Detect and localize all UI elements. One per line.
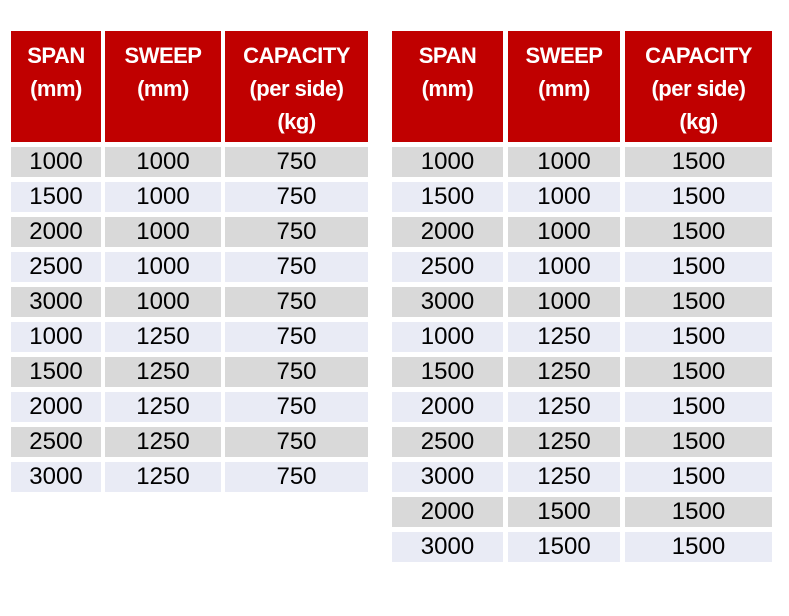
header-cell-sweep: SWEEP (mm) [508,31,620,142]
table-cell: 1500 [625,392,772,422]
header-line: (mm) [30,76,82,101]
header-line: (mm) [421,76,474,101]
table-cell: 1500 [625,217,772,247]
table-cell: 750 [225,427,368,457]
table-cell: 2000 [392,497,503,527]
table-cell: 1500 [625,532,772,562]
table-cell: 750 [225,147,368,177]
header-line: SWEEP [525,43,603,68]
table-cell: 2000 [11,392,101,422]
table-cell: 1500 [508,532,620,562]
table-cell: 1250 [508,392,620,422]
table-cell: 1500 [625,497,772,527]
header-line: CAPACITY [645,43,752,68]
table-cell: 2000 [11,217,101,247]
header-line: (mm) [538,76,590,101]
table-cell: 750 [225,462,368,492]
capacity-table-1500: SPAN (mm) SWEEP (mm) CAPACITY (per side)… [392,31,772,562]
table-cell: 750 [225,357,368,387]
table-cell: 1000 [508,182,620,212]
table-cell: 1250 [105,357,221,387]
table-cell: 1250 [508,427,620,457]
table-cell: 1250 [508,322,620,352]
header-line: SWEEP [124,43,202,68]
header-line: (kg) [277,109,316,134]
table-cell: 1500 [625,287,772,317]
table-cell: 2500 [392,252,503,282]
table-cell: 1000 [508,217,620,247]
table-cell: 2500 [11,252,101,282]
table-cell: 3000 [11,462,101,492]
header-cell-capacity: CAPACITY (per side) (kg) [625,31,772,142]
table-cell: 1000 [105,252,221,282]
table-cell: 1000 [105,287,221,317]
table-cell: 1000 [105,147,221,177]
table-cell: 1250 [508,357,620,387]
table-cell: 750 [225,287,368,317]
table-cell: 1500 [625,357,772,387]
table-cell: 3000 [392,462,503,492]
header-line: SPAN [27,43,85,68]
table-cell: 750 [225,252,368,282]
table-cell: 1500 [392,357,503,387]
header-cell-span: SPAN (mm) [392,31,503,142]
table-cell: 1000 [508,287,620,317]
table-cell: 1000 [392,322,503,352]
table-cell: 750 [225,322,368,352]
table-cell: 1500 [11,182,101,212]
table-cell: 1250 [105,462,221,492]
table-cell: 2500 [392,427,503,457]
table-cell: 1500 [625,462,772,492]
table-cell: 1000 [11,322,101,352]
table-cell: 1500 [625,252,772,282]
table-cell: 2500 [11,427,101,457]
table-cell: 3000 [11,287,101,317]
capacity-table-750: SPAN (mm) SWEEP (mm) CAPACITY (per side)… [11,31,368,492]
table-cell: 2000 [392,217,503,247]
header-line: CAPACITY [243,43,350,68]
table-cell: 1250 [105,392,221,422]
header-cell-sweep: SWEEP (mm) [105,31,221,142]
table-cell: 750 [225,217,368,247]
table-cell: 3000 [392,287,503,317]
table-cell: 1500 [625,427,772,457]
table-cell: 1000 [11,147,101,177]
table-cell: 1500 [11,357,101,387]
table-cell: 1000 [105,217,221,247]
table-cell: 1250 [105,427,221,457]
table-cell: 2000 [392,392,503,422]
table-cell: 1000 [508,252,620,282]
table-cell: 1250 [105,322,221,352]
table-cell: 1250 [508,462,620,492]
header-line: (kg) [679,109,718,134]
header-line: (per side) [651,76,746,101]
table-cell: 1500 [508,497,620,527]
table-cell: 1500 [392,182,503,212]
table-cell: 750 [225,392,368,422]
table-cell: 1000 [105,182,221,212]
header-line: (mm) [137,76,189,101]
table-cell: 1000 [392,147,503,177]
table-cell: 1000 [508,147,620,177]
table-cell: 1500 [625,322,772,352]
header-cell-span: SPAN (mm) [11,31,101,142]
header-cell-capacity: CAPACITY (per side) (kg) [225,31,368,142]
table-cell: 3000 [392,532,503,562]
header-line: (per side) [249,76,344,101]
table-cell: 1500 [625,147,772,177]
table-cell: 750 [225,182,368,212]
table-cell: 1500 [625,182,772,212]
header-line: SPAN [418,43,477,68]
